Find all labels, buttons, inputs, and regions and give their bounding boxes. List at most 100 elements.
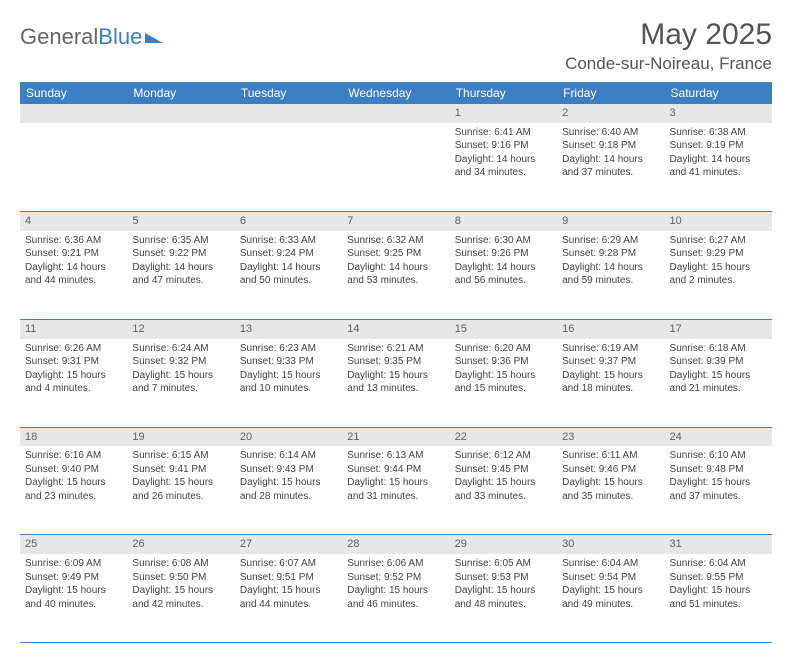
location-subtitle: Conde-sur-Noireau, France: [565, 54, 772, 74]
day-detail-line: Daylight: 14 hours: [562, 153, 659, 167]
day-detail-line: Daylight: 15 hours: [562, 476, 659, 490]
day-detail-line: Sunset: 9:54 PM: [562, 571, 659, 585]
calendar-page: GeneralBlue May 2025 Conde-sur-Noireau, …: [0, 0, 792, 655]
day-detail-line: and 46 minutes.: [347, 598, 444, 612]
day-detail-line: Sunset: 9:44 PM: [347, 463, 444, 477]
day-number: 21: [342, 428, 449, 447]
day-detail-line: Sunset: 9:36 PM: [455, 355, 552, 369]
day-detail-line: and 37 minutes.: [562, 166, 659, 180]
day-detail-line: Daylight: 15 hours: [240, 584, 337, 598]
day-detail-line: and 53 minutes.: [347, 274, 444, 288]
day-number: [235, 104, 342, 123]
day-detail-line: Daylight: 14 hours: [670, 153, 767, 167]
day-detail-line: and 40 minutes.: [25, 598, 122, 612]
day-cell: Sunrise: 6:07 AMSunset: 9:51 PMDaylight:…: [235, 554, 342, 642]
day-detail-line: Sunrise: 6:21 AM: [347, 342, 444, 356]
day-detail-line: and 7 minutes.: [132, 382, 229, 396]
day-detail-line: Daylight: 15 hours: [455, 369, 552, 383]
day-detail-line: Sunset: 9:40 PM: [25, 463, 122, 477]
day-detail-line: and 26 minutes.: [132, 490, 229, 504]
day-detail-line: Daylight: 15 hours: [347, 369, 444, 383]
day-number: 1: [450, 104, 557, 123]
day-number: 7: [342, 212, 449, 231]
day-cell: Sunrise: 6:33 AMSunset: 9:24 PMDaylight:…: [235, 231, 342, 319]
day-detail-line: and 44 minutes.: [25, 274, 122, 288]
brand-part2: Blue: [98, 24, 142, 50]
day-detail-line: Daylight: 14 hours: [347, 261, 444, 275]
day-cell: Sunrise: 6:20 AMSunset: 9:36 PMDaylight:…: [450, 339, 557, 427]
day-number-row: 45678910: [20, 212, 772, 231]
day-number: 3: [665, 104, 772, 123]
day-detail-line: and 23 minutes.: [25, 490, 122, 504]
day-detail-line: Sunrise: 6:23 AM: [240, 342, 337, 356]
day-detail-line: Sunset: 9:16 PM: [455, 139, 552, 153]
day-detail-line: and 56 minutes.: [455, 274, 552, 288]
day-detail-line: Sunset: 9:41 PM: [132, 463, 229, 477]
day-detail-line: and 18 minutes.: [562, 382, 659, 396]
day-detail-line: Sunset: 9:48 PM: [670, 463, 767, 477]
day-number: 4: [20, 212, 127, 231]
day-detail-line: and 21 minutes.: [670, 382, 767, 396]
day-number: 27: [235, 535, 342, 554]
day-cell: Sunrise: 6:30 AMSunset: 9:26 PMDaylight:…: [450, 231, 557, 319]
day-detail-line: Sunrise: 6:04 AM: [562, 557, 659, 571]
day-detail-line: Daylight: 14 hours: [455, 261, 552, 275]
day-number: 17: [665, 320, 772, 339]
day-detail-line: Daylight: 15 hours: [670, 476, 767, 490]
day-detail-line: Sunset: 9:31 PM: [25, 355, 122, 369]
brand-logo: GeneralBlue: [20, 24, 163, 50]
day-detail-line: Sunrise: 6:32 AM: [347, 234, 444, 248]
day-detail-line: Sunrise: 6:33 AM: [240, 234, 337, 248]
day-detail-line: Sunset: 9:53 PM: [455, 571, 552, 585]
day-detail-line: Sunrise: 6:30 AM: [455, 234, 552, 248]
day-number: [127, 104, 234, 123]
day-detail-line: and 42 minutes.: [132, 598, 229, 612]
day-detail-line: Sunset: 9:25 PM: [347, 247, 444, 261]
day-number: 25: [20, 535, 127, 554]
day-detail-line: Daylight: 15 hours: [132, 369, 229, 383]
day-detail-line: Daylight: 15 hours: [132, 476, 229, 490]
day-detail-line: and 48 minutes.: [455, 598, 552, 612]
day-detail-line: Sunrise: 6:13 AM: [347, 449, 444, 463]
dow-saturday: Saturday: [665, 82, 772, 104]
day-cell: Sunrise: 6:10 AMSunset: 9:48 PMDaylight:…: [665, 446, 772, 534]
day-number: 5: [127, 212, 234, 231]
day-cell: Sunrise: 6:06 AMSunset: 9:52 PMDaylight:…: [342, 554, 449, 642]
day-cell: Sunrise: 6:36 AMSunset: 9:21 PMDaylight:…: [20, 231, 127, 319]
day-detail-line: Sunrise: 6:40 AM: [562, 126, 659, 140]
day-detail-line: Sunset: 9:24 PM: [240, 247, 337, 261]
day-cell: Sunrise: 6:29 AMSunset: 9:28 PMDaylight:…: [557, 231, 664, 319]
day-number-row: 18192021222324: [20, 428, 772, 447]
day-detail-line: Sunset: 9:18 PM: [562, 139, 659, 153]
brand-part1: General: [20, 24, 98, 50]
day-detail-line: Sunrise: 6:05 AM: [455, 557, 552, 571]
day-cell: Sunrise: 6:04 AMSunset: 9:54 PMDaylight:…: [557, 554, 664, 642]
day-detail-line: Sunset: 9:37 PM: [562, 355, 659, 369]
day-number: 16: [557, 320, 664, 339]
day-number: 20: [235, 428, 342, 447]
day-detail-line: Sunrise: 6:07 AM: [240, 557, 337, 571]
day-cell: Sunrise: 6:18 AMSunset: 9:39 PMDaylight:…: [665, 339, 772, 427]
day-detail-line: Sunset: 9:22 PM: [132, 247, 229, 261]
day-cell: Sunrise: 6:04 AMSunset: 9:55 PMDaylight:…: [665, 554, 772, 642]
calendar-grid: Sunday Monday Tuesday Wednesday Thursday…: [20, 82, 772, 643]
day-number: 6: [235, 212, 342, 231]
day-of-week-header: Sunday Monday Tuesday Wednesday Thursday…: [20, 82, 772, 104]
day-cell: Sunrise: 6:40 AMSunset: 9:18 PMDaylight:…: [557, 123, 664, 211]
day-detail-line: Daylight: 15 hours: [562, 369, 659, 383]
day-detail-line: Daylight: 15 hours: [670, 261, 767, 275]
day-detail-line: Sunrise: 6:20 AM: [455, 342, 552, 356]
day-detail-line: and 15 minutes.: [455, 382, 552, 396]
dow-sunday: Sunday: [20, 82, 127, 104]
dow-wednesday: Wednesday: [342, 82, 449, 104]
day-detail-line: Sunset: 9:45 PM: [455, 463, 552, 477]
day-detail-line: Sunset: 9:28 PM: [562, 247, 659, 261]
day-detail-line: and 51 minutes.: [670, 598, 767, 612]
day-detail-line: Daylight: 15 hours: [670, 584, 767, 598]
day-number: 12: [127, 320, 234, 339]
day-cell: Sunrise: 6:23 AMSunset: 9:33 PMDaylight:…: [235, 339, 342, 427]
week-row: Sunrise: 6:16 AMSunset: 9:40 PMDaylight:…: [20, 446, 772, 534]
day-detail-line: Sunset: 9:51 PM: [240, 571, 337, 585]
day-detail-line: Sunset: 9:43 PM: [240, 463, 337, 477]
day-number: 23: [557, 428, 664, 447]
